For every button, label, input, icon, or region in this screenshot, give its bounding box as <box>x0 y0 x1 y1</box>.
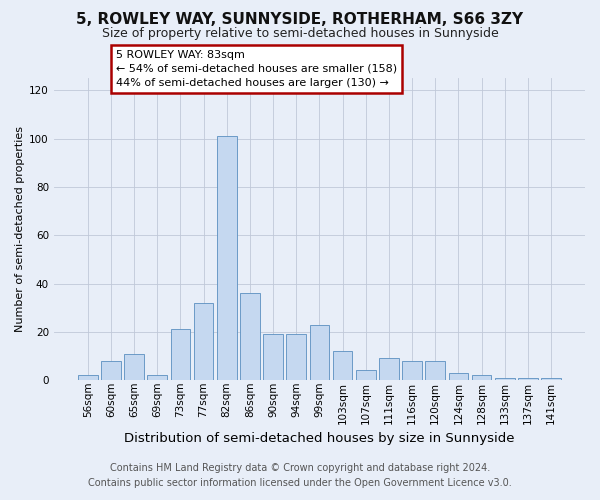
Bar <box>194 303 214 380</box>
Bar <box>286 334 306 380</box>
Bar <box>170 330 190 380</box>
Bar <box>101 361 121 380</box>
Bar <box>518 378 538 380</box>
Text: Contains HM Land Registry data © Crown copyright and database right 2024.
Contai: Contains HM Land Registry data © Crown c… <box>88 462 512 487</box>
Bar <box>402 361 422 380</box>
Bar <box>263 334 283 380</box>
Bar <box>472 376 491 380</box>
Text: 5 ROWLEY WAY: 83sqm
← 54% of semi-detached houses are smaller (158)
44% of semi-: 5 ROWLEY WAY: 83sqm ← 54% of semi-detach… <box>116 50 397 88</box>
Bar <box>310 324 329 380</box>
Bar <box>78 376 98 380</box>
X-axis label: Distribution of semi-detached houses by size in Sunnyside: Distribution of semi-detached houses by … <box>124 432 515 445</box>
Bar <box>541 378 561 380</box>
Bar <box>217 136 236 380</box>
Bar <box>124 354 144 380</box>
Bar <box>379 358 399 380</box>
Bar <box>333 351 352 380</box>
Bar <box>356 370 376 380</box>
Text: 5, ROWLEY WAY, SUNNYSIDE, ROTHERHAM, S66 3ZY: 5, ROWLEY WAY, SUNNYSIDE, ROTHERHAM, S66… <box>76 12 524 28</box>
Bar <box>495 378 515 380</box>
Bar <box>449 373 468 380</box>
Text: Size of property relative to semi-detached houses in Sunnyside: Size of property relative to semi-detach… <box>101 28 499 40</box>
Y-axis label: Number of semi-detached properties: Number of semi-detached properties <box>15 126 25 332</box>
Bar <box>425 361 445 380</box>
Bar <box>240 293 260 380</box>
Bar <box>148 376 167 380</box>
